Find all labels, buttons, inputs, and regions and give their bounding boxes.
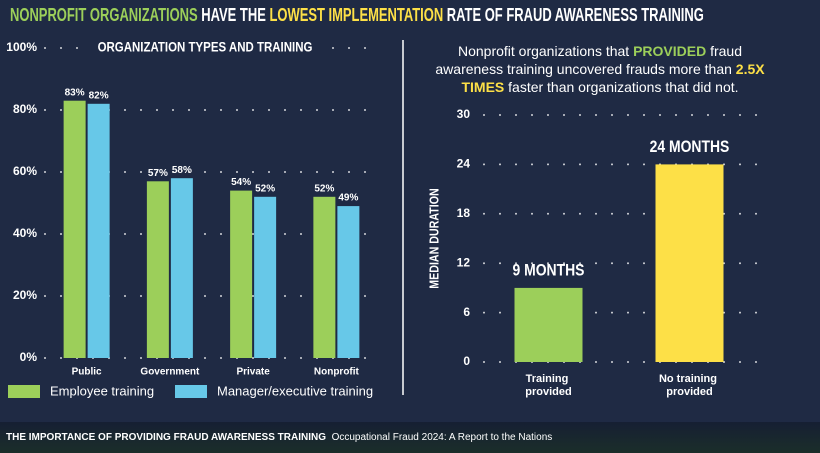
y-tick-label: 0 bbox=[463, 354, 470, 368]
title-part: NONPROFIT ORGANIZATIONS bbox=[10, 5, 198, 25]
x-tick-label: Private bbox=[236, 367, 270, 378]
footer-source: Occupational Fraud 2024: A Report to the… bbox=[331, 432, 553, 443]
value-label: 57% bbox=[148, 168, 168, 179]
x-tick-line: provided bbox=[666, 386, 712, 398]
x-tick-label: Nonprofit bbox=[314, 367, 360, 378]
bar bbox=[170, 178, 193, 358]
value-label: 9 MONTHS bbox=[513, 261, 585, 280]
y-tick-label: 18 bbox=[457, 206, 471, 220]
x-tick-label: No training provided bbox=[659, 373, 720, 398]
y-tick-label: 80% bbox=[13, 102, 37, 116]
y-tick-label: 60% bbox=[13, 164, 37, 178]
value-label: 82% bbox=[89, 90, 109, 101]
y-tick-label: 0% bbox=[20, 350, 38, 364]
bar bbox=[313, 196, 336, 358]
x-tick-label: Government bbox=[140, 367, 200, 378]
y-tick-label: 24 bbox=[457, 157, 471, 171]
value-label: 49% bbox=[338, 193, 358, 204]
footer: THE IMPORTANCE OF PROVIDING FRAUD AWAREN… bbox=[0, 422, 820, 453]
title-part: HAVE THE bbox=[197, 5, 270, 25]
x-tick-line: Training bbox=[526, 373, 572, 385]
y-tick-label: 20% bbox=[13, 288, 37, 302]
value-label: 52% bbox=[314, 183, 334, 194]
y-tick-label: 6 bbox=[463, 305, 470, 319]
title-bg bbox=[85, 38, 325, 58]
y-tick-label: 12 bbox=[457, 255, 471, 269]
value-label: 52% bbox=[255, 183, 275, 194]
legend-swatch bbox=[175, 385, 207, 398]
subtitle-part: fraud awareness training uncovered fraud… bbox=[435, 43, 746, 77]
value-label: 54% bbox=[231, 177, 251, 188]
value-label: 24 MONTHS bbox=[650, 138, 730, 157]
bar bbox=[337, 206, 360, 358]
x-tick-label: Public bbox=[72, 367, 102, 378]
x-tick-label: Training provided bbox=[525, 373, 571, 398]
bar bbox=[254, 196, 277, 358]
legend-swatch bbox=[8, 385, 40, 398]
title-part: LOWEST IMPLEMENTATION bbox=[269, 5, 444, 25]
subtitle-part: 2.5X TIMES bbox=[461, 61, 769, 95]
charts: 0% 20% 40% 60% 80% 100% ORGANIZATION TYPES AND… bbox=[6, 38, 761, 398]
subtitle-part: faster than organizations that did not. bbox=[504, 79, 739, 95]
bar bbox=[63, 100, 86, 358]
y-tick-label: 40% bbox=[13, 226, 37, 240]
title-part: RATE OF FRAUD AWARENESS TRAINING bbox=[443, 5, 704, 25]
x-tick-line: provided bbox=[525, 386, 571, 398]
subtitle-part: PROVIDED bbox=[633, 43, 707, 59]
legend-label: Manager/executive training bbox=[217, 383, 373, 398]
footer-title: THE IMPORTANCE OF PROVIDING FRAUD AWAREN… bbox=[6, 432, 327, 443]
x-tick-line: No training bbox=[659, 373, 720, 385]
bar bbox=[655, 164, 724, 362]
value-label: 58% bbox=[172, 165, 192, 176]
bar bbox=[87, 103, 110, 358]
y-tick-label: 30 bbox=[457, 107, 471, 121]
y-axis-label: MEDIAN DURATION bbox=[426, 188, 441, 288]
value-label: 83% bbox=[65, 87, 85, 98]
bar bbox=[146, 181, 169, 358]
legend-label: Employee training bbox=[50, 383, 154, 398]
page-title: NONPROFIT ORGANIZATIONS HAVE THE LOWEST … bbox=[10, 5, 704, 26]
chart-subtitle: Nonprofit organizations that PROVIDED fr… bbox=[425, 42, 775, 96]
bar bbox=[514, 287, 583, 362]
bar bbox=[230, 190, 253, 358]
subtitle-part: Nonprofit organizations that bbox=[457, 43, 634, 59]
chart-title: ORGANIZATION TYPES AND TRAINING bbox=[98, 39, 313, 55]
y-tick-label: 100% bbox=[6, 40, 37, 54]
